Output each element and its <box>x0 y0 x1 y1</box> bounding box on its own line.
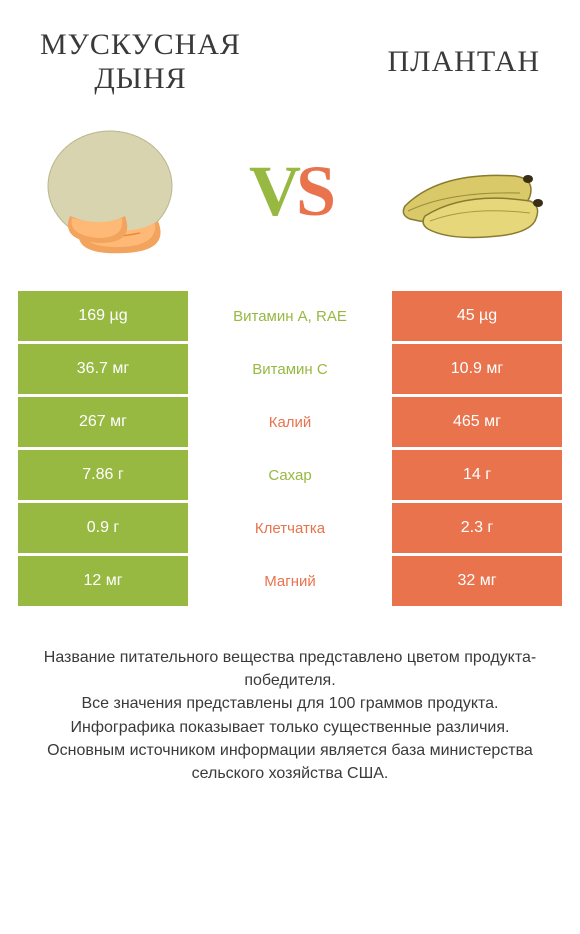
value-right: 2.3 г <box>392 503 562 553</box>
value-left: 12 мг <box>18 556 188 606</box>
title-left-line2: ДЫНЯ <box>40 62 241 96</box>
value-left: 267 мг <box>18 397 188 447</box>
nutrient-label: Сахар <box>191 450 389 500</box>
nutrient-label: Магний <box>191 556 389 606</box>
plantain-icon <box>380 121 550 261</box>
title-left-line1: МУСКУСНАЯ <box>40 28 241 62</box>
table-row: 169 µgВитамин A, RAE45 µg <box>18 291 562 341</box>
table-row: 7.86 гСахар14 г <box>18 450 562 500</box>
value-right: 45 µg <box>392 291 562 341</box>
table-row: 267 мгКалий465 мг <box>18 397 562 447</box>
footer-line: Все значения представлены для 100 граммо… <box>20 692 560 715</box>
vs-label: VS <box>249 150 331 233</box>
title-left: МУСКУСНАЯ ДЫНЯ <box>40 28 241 96</box>
images-row: VS <box>0 106 580 291</box>
footer-line: Основным источником информации является … <box>20 739 560 785</box>
nutrient-label: Витамин A, RAE <box>191 291 389 341</box>
vs-letter-v: V <box>249 151 296 231</box>
value-right: 465 мг <box>392 397 562 447</box>
nutrient-label: Витамин C <box>191 344 389 394</box>
nutrient-label: Калий <box>191 397 389 447</box>
melon-image <box>30 121 200 261</box>
title-right: ПЛАНТАН <box>387 45 540 79</box>
value-left: 0.9 г <box>18 503 188 553</box>
table-row: 36.7 мгВитамин C10.9 мг <box>18 344 562 394</box>
table-row: 12 мгМагний32 мг <box>18 556 562 606</box>
value-right: 10.9 мг <box>392 344 562 394</box>
footer-text: Название питательного вещества представл… <box>0 606 580 805</box>
footer-line: Название питательного вещества представл… <box>20 646 560 692</box>
plantain-image <box>380 121 550 261</box>
nutrient-label: Клетчатка <box>191 503 389 553</box>
footer-line: Инфографика показывает только существенн… <box>20 716 560 739</box>
nutrition-table: 169 µgВитамин A, RAE45 µg36.7 мгВитамин … <box>0 291 580 606</box>
vs-letter-s: S <box>296 151 331 231</box>
header: МУСКУСНАЯ ДЫНЯ ПЛАНТАН <box>0 0 580 106</box>
table-row: 0.9 гКлетчатка2.3 г <box>18 503 562 553</box>
value-left: 169 µg <box>18 291 188 341</box>
melon-icon <box>30 121 200 261</box>
value-left: 7.86 г <box>18 450 188 500</box>
value-right: 14 г <box>392 450 562 500</box>
value-left: 36.7 мг <box>18 344 188 394</box>
value-right: 32 мг <box>392 556 562 606</box>
